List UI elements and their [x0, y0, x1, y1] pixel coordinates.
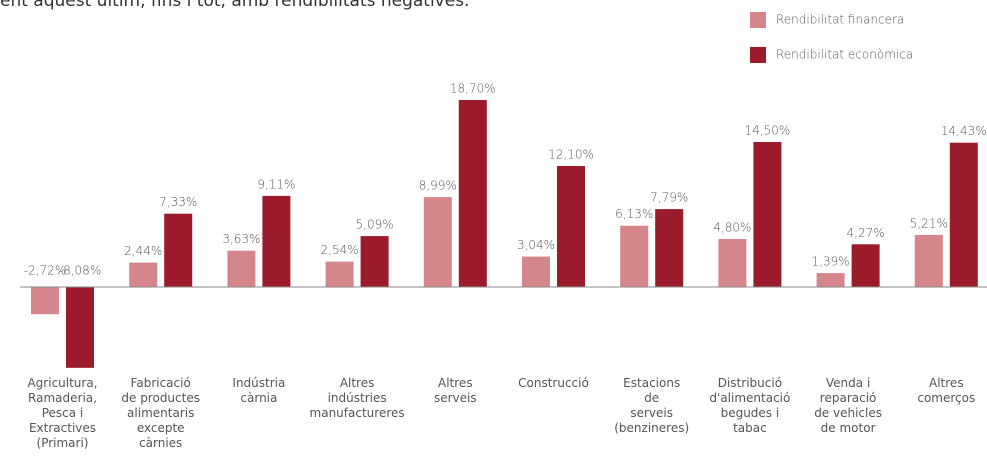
- value-label: -2,72%: [24, 264, 66, 278]
- bar: [753, 142, 782, 287]
- bar: [262, 195, 291, 287]
- bar: [949, 142, 978, 287]
- x-tick-label: Construcció: [518, 376, 589, 390]
- bar: [914, 234, 943, 287]
- value-label: 5,21%: [910, 216, 948, 230]
- value-label: 6,13%: [615, 207, 653, 221]
- value-label: 14,43%: [941, 124, 987, 138]
- value-label: 8,99%: [419, 179, 457, 193]
- value-label: 3,04%: [517, 238, 555, 252]
- x-tick-label: Indústria càrnia: [232, 376, 286, 405]
- x-tick-label: Venda i reparació de vehicles de motor: [814, 376, 882, 435]
- legend-label: Rendibilitat financera: [776, 13, 904, 27]
- legend-swatch: [750, 47, 766, 63]
- bar: [66, 287, 94, 368]
- bar: [164, 213, 193, 287]
- bar: [129, 262, 158, 287]
- bar: [620, 225, 649, 287]
- value-label: 2,44%: [124, 244, 162, 258]
- legend-swatch: [750, 12, 766, 28]
- value-label: 7,79%: [650, 191, 688, 205]
- bar: [851, 244, 880, 287]
- bar: [458, 100, 487, 287]
- value-label: 12,10%: [548, 148, 594, 162]
- intro-text: ent aquest últim, fins i tot, amb rendib…: [0, 0, 470, 11]
- bar: [31, 287, 59, 315]
- value-label: 3,63%: [222, 232, 260, 246]
- value-label: 9,11%: [257, 177, 295, 191]
- x-tick-label: Altres serveis: [433, 376, 477, 405]
- x-tick-label: Estacions de serveis (benzineres): [614, 376, 690, 435]
- legend-label: Rendibilitat econòmica: [776, 48, 913, 62]
- value-label: 2,54%: [321, 243, 359, 257]
- value-label: 4,80%: [713, 221, 751, 235]
- x-tick-label: Fabricació de productes alimentaris exce…: [121, 376, 200, 450]
- x-tick-label: Agricultura, Ramaderia, Pesca i Extracti…: [27, 376, 98, 450]
- bar: [325, 261, 354, 287]
- bar: [718, 239, 747, 287]
- value-label: 4,27%: [847, 226, 885, 240]
- bar: [227, 250, 256, 287]
- x-tick-label: Altres indústries manufactureres: [309, 376, 405, 420]
- bar: [557, 166, 585, 287]
- bar: [816, 273, 845, 287]
- value-label: 1,39%: [812, 255, 850, 269]
- bar: [655, 209, 684, 287]
- value-label: 14,50%: [745, 124, 791, 138]
- bar: [360, 236, 389, 287]
- value-label: 5,09%: [356, 218, 394, 232]
- value-label: -8,08%: [59, 264, 101, 278]
- value-label: 7,33%: [159, 195, 197, 209]
- x-tick-label: Distribució d'alimentació begudes i taba…: [709, 376, 791, 435]
- x-tick-label: Altres comerços: [917, 376, 976, 405]
- bar: [522, 256, 550, 287]
- value-label: 18,70%: [450, 82, 496, 96]
- bar: [423, 197, 452, 287]
